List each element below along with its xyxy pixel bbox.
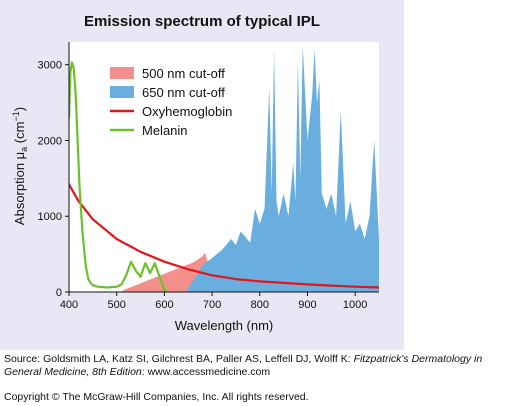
x-tick-label: 700 [203,299,221,311]
series-line-melanin [69,61,168,292]
x-tick-label: 500 [108,299,126,311]
legend-label-650-nm-cut-off: 650 nm cut-off [142,85,225,100]
x-tick-label: 900 [298,299,316,311]
source-citation: Source: Goldsmith LA, Katz SI, Gilchrest… [4,353,483,378]
area-layer [116,45,379,292]
legend-swatch-650-nm-cut-off [110,86,134,98]
legend-label-500-nm-cut-off: 500 nm cut-off [142,66,225,81]
x-tick-label: 600 [155,299,173,311]
series-area-500-nm-cut-off [116,252,213,292]
x-tick-label: 400 [60,299,78,311]
legend-label-oxyhemoglobin: Oxyhemoglobin [142,104,232,119]
chart-title: Emission spectrum of typical IPL [84,13,320,30]
legend-label-melanin: Melanin [142,123,188,138]
x-axis-label: Wavelength (nm) [175,318,274,333]
copyright-notice: Copyright © The McGraw-Hill Companies, I… [4,391,309,403]
y-tick-label: 0 [56,287,62,299]
legend-swatch-500-nm-cut-off [110,67,134,79]
y-axis-label: Absorption μa (cm−1) [11,107,29,225]
series-area-650-nm-cut-off [185,45,379,292]
ipl-spectrum-figure: Emission spectrum of typical IPL 0 1000 20… [0,0,404,350]
y-tick-label: 2000 [38,135,62,147]
x-tick-label: 1000 [343,299,367,311]
x-tick-label: 800 [251,299,269,311]
series-line-oxyhemoglobin [69,183,379,289]
y-tick-label: 3000 [38,60,62,72]
line-layer [69,61,379,292]
y-tick-label: 1000 [38,211,62,223]
axes: 0 1000 2000 3000 400 500 600 700 800 900 1000 [38,42,379,311]
legend: 500 nm cut-off 650 nm cut-off Oxyhemoglobi… [110,66,232,138]
